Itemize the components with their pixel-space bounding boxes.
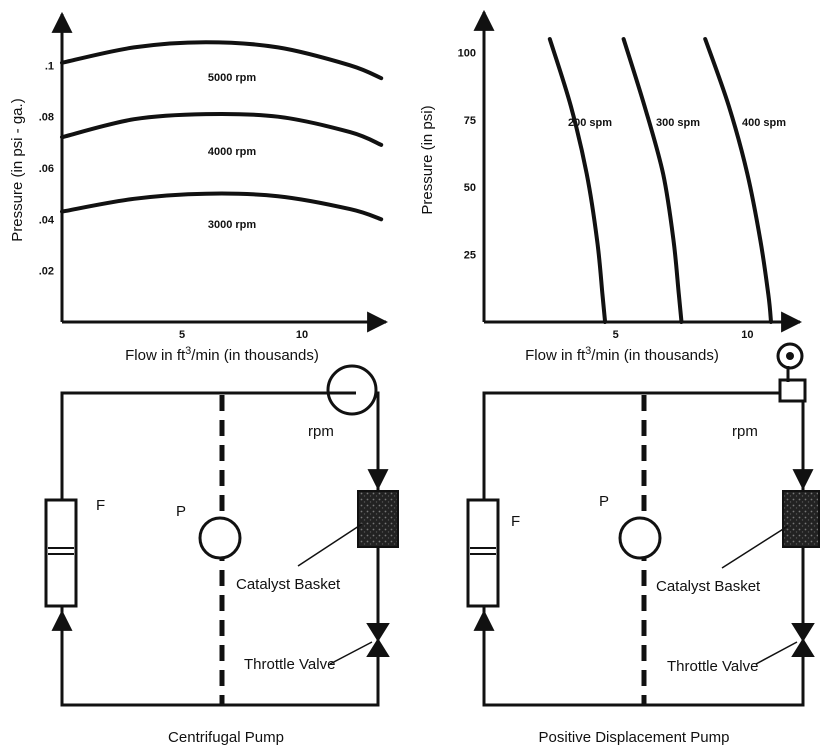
centrifugal-pump-loop: F P rpm Catalyst Basket Throttle Valve C… xyxy=(44,364,399,746)
centrifugal-pump-chart: 5 10 .02 .04 .06 .08 .1 3000 rpm 4000 rpm 5000 … xyxy=(9,11,389,364)
pressure-gauge-icon xyxy=(198,516,242,560)
flowmeter-label: F xyxy=(511,513,520,530)
series-curves xyxy=(60,40,384,222)
series-label: 4000 rpm xyxy=(208,146,257,158)
x-tick-label: 10 xyxy=(296,329,308,341)
x-tick-label: 5 xyxy=(179,329,185,341)
speed-label: rpm xyxy=(308,423,334,440)
series-label: 300 spm xyxy=(656,117,700,129)
x-tick-labels: 5 10 xyxy=(179,329,308,341)
catalyst-basket-label: Catalyst Basket xyxy=(236,576,341,593)
pd-pump-hub-icon xyxy=(786,352,794,360)
series-curves xyxy=(547,37,773,324)
y-tick-label: .1 xyxy=(45,60,54,72)
series-labels: 200 spm 300 spm 400 spm xyxy=(568,117,786,129)
y-axis-title: Pressure (in psi) xyxy=(419,105,436,214)
diagram-caption: Centrifugal Pump xyxy=(168,729,284,746)
x-tick-label: 10 xyxy=(741,329,753,341)
series-labels: 3000 rpm 4000 rpm 5000 rpm xyxy=(208,72,257,231)
y-tick-label: .02 xyxy=(39,266,54,278)
positive-displacement-pump-chart: 5 10 25 50 75 100 200 spm 300 spm 400 spm Flow… xyxy=(419,9,803,364)
pressure-label: P xyxy=(599,493,609,510)
valve-leader-line xyxy=(755,641,798,665)
y-tick-label: 75 xyxy=(464,115,476,127)
series-curve xyxy=(60,111,384,147)
positive-displacement-pump-loop: F P rpm Catalyst Basket Throttle Valve P… xyxy=(466,342,820,746)
pd-pump-body-icon xyxy=(778,378,807,403)
series-curve xyxy=(547,37,608,324)
x-axis-title: Flow in ft3/min (in thousands) xyxy=(525,345,719,364)
series-curve xyxy=(703,37,773,324)
throttle-valve-label: Throttle Valve xyxy=(667,658,758,675)
basket-leader-line xyxy=(297,523,363,567)
centrifugal-pump-icon xyxy=(326,364,378,416)
y-tick-label: 100 xyxy=(458,47,476,59)
speed-label: rpm xyxy=(732,423,758,440)
throttle-valve-icon xyxy=(791,623,815,657)
flowmeter-label: F xyxy=(96,497,105,514)
throttle-valve-icon xyxy=(366,623,390,657)
catalyst-basket-icon xyxy=(782,490,820,548)
series-curve xyxy=(60,40,384,81)
series-label: 200 spm xyxy=(568,117,612,129)
y-tick-labels: .02 .04 .06 .08 .1 xyxy=(39,60,55,277)
basket-leader-line xyxy=(721,525,789,569)
pressure-gauge-icon xyxy=(618,516,662,560)
y-tick-labels: 25 50 75 100 xyxy=(458,47,476,261)
catalyst-basket-label: Catalyst Basket xyxy=(656,578,761,595)
y-axis-title: Pressure (in psi - ga.) xyxy=(9,98,26,241)
loop-pipe xyxy=(60,391,380,707)
series-curve xyxy=(60,191,384,222)
x-tick-labels: 5 10 xyxy=(613,329,754,341)
diagram-caption: Positive Displacement Pump xyxy=(539,729,730,746)
y-tick-label: .08 xyxy=(39,112,54,124)
series-curve xyxy=(621,37,684,324)
valve-leader-line xyxy=(329,641,373,665)
throttle-valve-label: Throttle Valve xyxy=(244,656,335,673)
series-label: 3000 rpm xyxy=(208,219,257,231)
x-axis-title: Flow in ft3/min (in thousands) xyxy=(125,345,319,364)
series-label: 400 spm xyxy=(742,117,786,129)
catalyst-basket-icon xyxy=(357,490,399,548)
series-label: 5000 rpm xyxy=(208,72,257,84)
y-tick-label: .06 xyxy=(39,163,54,175)
x-tick-label: 5 xyxy=(613,329,619,341)
y-tick-label: 50 xyxy=(464,182,476,194)
pressure-label: P xyxy=(176,503,186,520)
y-tick-label: 25 xyxy=(464,250,476,262)
y-tick-label: .04 xyxy=(39,214,55,226)
